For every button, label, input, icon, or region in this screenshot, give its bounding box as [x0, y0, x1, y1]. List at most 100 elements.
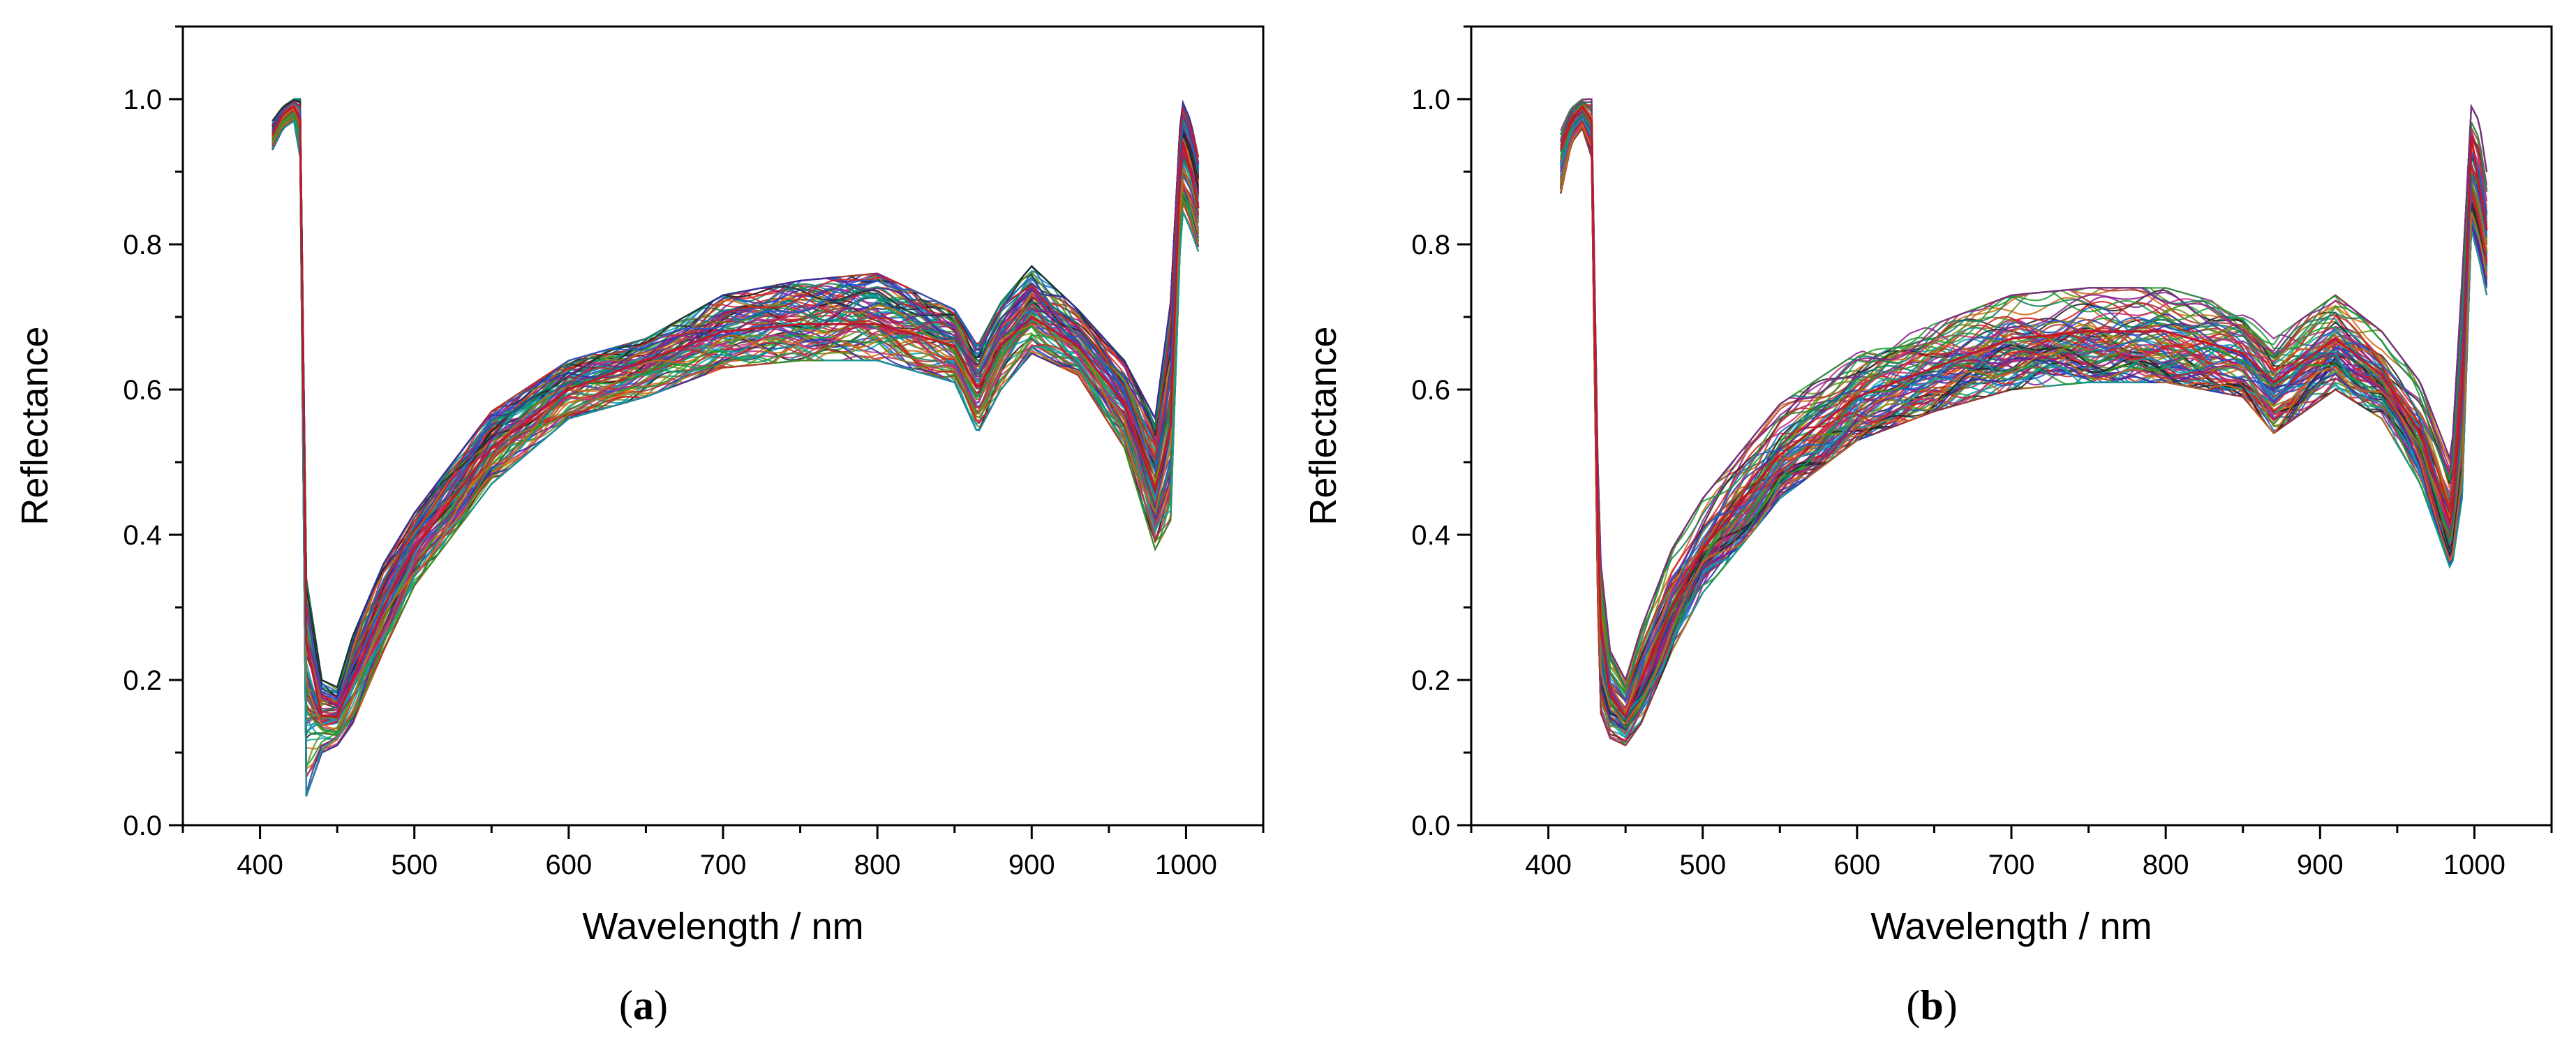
- spectrum-line: [1560, 103, 2488, 685]
- spectrum-line: [1560, 101, 2488, 711]
- x-tick-label: 400: [1525, 850, 1572, 880]
- spectrum-line: [1560, 115, 2488, 725]
- spectrum-line: [1560, 126, 2488, 743]
- spectrum-line: [1560, 115, 2488, 733]
- x-tick-label: 600: [545, 850, 592, 880]
- spectrum-line: [1560, 126, 2488, 744]
- spectrum-line: [271, 105, 1200, 704]
- y-ticks: 0.0 0.2 0.4 0.6 0.8 1.0: [123, 25, 183, 841]
- spectrum-line: [1560, 125, 2488, 729]
- spectrum-line: [271, 108, 1200, 711]
- chart-a: 400 500 600 700 800 900 1000 0.0 0.2 0.4 0.6 0.8 1.…: [14, 25, 1265, 1028]
- spectrum-line: [1560, 109, 2488, 720]
- spectrum-line: [271, 111, 1200, 722]
- spectrum-line: [1560, 108, 2488, 702]
- spectrum-line: [271, 119, 1200, 797]
- spectrum-line: [1560, 109, 2488, 714]
- x-tick-label: 700: [700, 850, 747, 880]
- spectrum-line: [271, 110, 1200, 723]
- x-tick-label: 500: [1679, 850, 1726, 880]
- panel-a: 400 500 600 700 800 900 1000 0.0 0.2 0.4 0.6 0.8 1.…: [14, 25, 1265, 1028]
- spectrum-line: [271, 110, 1200, 740]
- spectrum-line: [1560, 108, 2488, 715]
- spectrum-line: [271, 106, 1200, 718]
- spectrum-line: [271, 107, 1200, 704]
- spectrum-line: [271, 108, 1200, 717]
- spectrum-line: [271, 99, 1200, 700]
- spectrum-line: [271, 98, 1200, 694]
- spectrum-line: [271, 102, 1200, 694]
- spectrum-line: [1560, 114, 2488, 713]
- spectrum-line: [271, 110, 1200, 727]
- spectrum-line: [1560, 112, 2488, 712]
- y-tick-label: 0.2: [123, 665, 162, 696]
- spectrum-line: [1560, 112, 2488, 723]
- spectrum-line: [271, 116, 1200, 771]
- spectrum-line: [271, 99, 1200, 700]
- spectrum-line: [1560, 114, 2488, 713]
- spectrum-line: [271, 119, 1200, 769]
- spectrum-line: [1560, 117, 2488, 725]
- y-tick-label: 0.0: [123, 811, 162, 841]
- y-axis-title: Reflectance: [1302, 326, 1344, 525]
- x-tick-label: 800: [2143, 850, 2189, 880]
- spectrum-line: [1560, 112, 2488, 718]
- spectrum-line: [271, 109, 1200, 723]
- spectrum-line: [271, 106, 1200, 733]
- spectrum-line: [271, 106, 1200, 713]
- spectrum-line: [1560, 126, 2488, 732]
- spectrum-line: [271, 119, 1200, 797]
- spectrum-line: [271, 98, 1200, 688]
- spectrum-line: [1560, 117, 2488, 725]
- spectrum-line: [271, 108, 1200, 725]
- spectrum-line: [1560, 125, 2488, 746]
- spectrum-line: [1560, 126, 2488, 732]
- spectrum-line: [1560, 112, 2488, 730]
- spectrum-line: [1560, 107, 2488, 701]
- spectrum-line: [1560, 107, 2488, 713]
- spectrum-line: [271, 119, 1200, 797]
- spectrum-line: [271, 112, 1200, 720]
- spectrum-line: [271, 105, 1200, 722]
- spectrum-line: [1560, 126, 2488, 746]
- spectrum-line: [271, 98, 1200, 688]
- spectrum-line: [271, 111, 1200, 735]
- spectrum-line: [271, 104, 1200, 707]
- spectrum-line: [271, 101, 1200, 702]
- mean-spectrum-line: [271, 105, 1200, 718]
- spectrum-line: [271, 99, 1200, 706]
- spectrum-line: [1560, 114, 2488, 723]
- spectrum-line: [271, 107, 1200, 709]
- x-ticks: 400 500 600 700 800 900 1000: [181, 825, 1265, 880]
- spectrum-line: [1560, 108, 2488, 714]
- spectrum-line: [271, 98, 1200, 688]
- spectrum-line: [271, 113, 1200, 725]
- spectrum-line: [271, 111, 1200, 737]
- spectrum-line: [271, 98, 1200, 688]
- x-tick-label: 1000: [2443, 850, 2506, 880]
- spectrum-line: [271, 118, 1200, 796]
- x-axis-title: Wavelength / nm: [582, 905, 863, 947]
- spectrum-line: [1560, 112, 2488, 713]
- spectrum-line: [1560, 118, 2488, 730]
- spectrum-line: [271, 111, 1200, 721]
- spectrum-line: [1560, 126, 2488, 723]
- y-ticks: 0.0 0.2 0.4 0.6 0.8 1.0: [1411, 25, 1471, 841]
- spectrum-line: [271, 116, 1200, 736]
- x-tick-label: 800: [854, 850, 901, 880]
- spectrum-line: [1560, 123, 2488, 727]
- spectrum-line: [1560, 111, 2488, 718]
- spectrum-line: [1560, 119, 2488, 732]
- spectrum-line: [1560, 114, 2488, 721]
- spectrum-line: [271, 101, 1200, 706]
- panel-b: 400 500 600 700 800 900 1000 0.0 0.2 0.4 0.6 0.8 1.…: [1288, 0, 2576, 1050]
- spectrum-line: [1560, 104, 2488, 692]
- spectrum-line: [1560, 124, 2488, 725]
- spectrum-line: [1560, 124, 2488, 725]
- spectrum-line: [1560, 105, 2488, 714]
- x-tick-label: 900: [2297, 850, 2344, 880]
- spectrum-line: [1560, 122, 2488, 739]
- spectrum-line: [1560, 118, 2488, 731]
- spectrum-line: [271, 115, 1200, 768]
- spectrum-line: [271, 98, 1200, 688]
